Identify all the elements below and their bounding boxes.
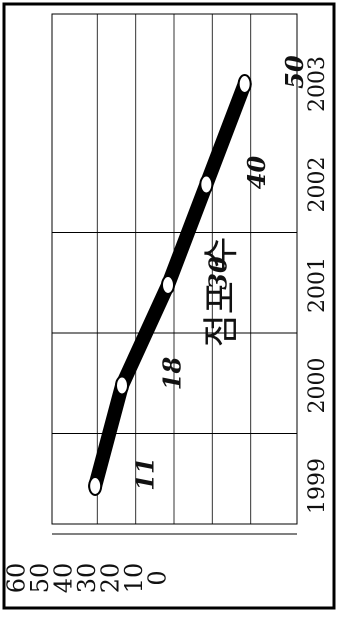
outer-frame (2, 2, 336, 610)
data-point-2003 (237, 74, 252, 94)
y-tick-label: 10 (120, 563, 148, 594)
data-label: 30 (204, 256, 233, 290)
x-tick-label: 1999 (305, 458, 330, 514)
data-label: 11 (131, 457, 160, 490)
data-point-1999 (88, 476, 103, 496)
data-point-2001 (161, 275, 175, 295)
y-tick-label: 50 (26, 563, 54, 594)
data-labels: 11 18 30 40 50 (131, 55, 309, 491)
grid-lines (52, 14, 297, 535)
x-tick-label: 2003 (305, 56, 330, 112)
chart-title: 점포 수 (201, 237, 242, 348)
y-tick-label: 40 (50, 563, 78, 594)
x-tick-label: 2000 (305, 358, 330, 414)
y-tick-label: 30 (73, 563, 101, 594)
data-label: 18 (158, 357, 187, 391)
data-point-2000 (115, 375, 129, 396)
data-label: 50 (280, 55, 309, 89)
data-label: 40 (242, 156, 271, 190)
x-tick-label: 2001 (305, 257, 330, 313)
y-tick-label: 60 (3, 563, 31, 594)
x-tick-label: 2002 (305, 157, 330, 213)
series-markers (88, 74, 252, 496)
y-tick-label: 20 (97, 563, 125, 594)
data-point-2002 (199, 174, 214, 195)
y-tick-label: 0 (144, 570, 172, 585)
